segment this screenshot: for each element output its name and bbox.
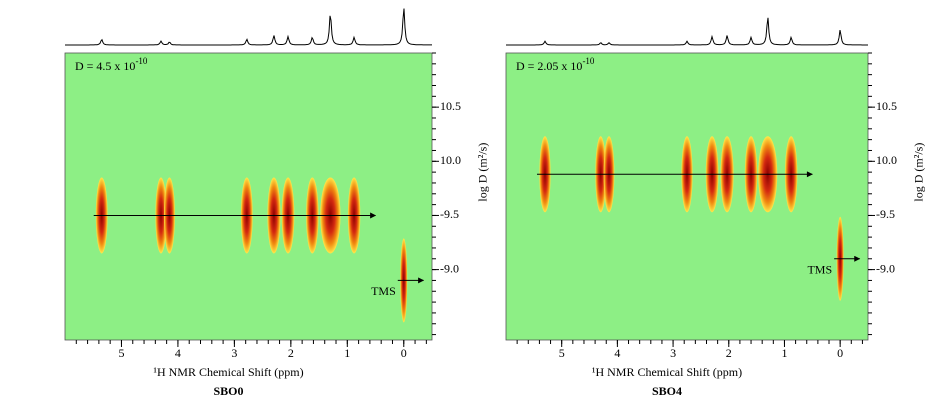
x-tick-label: 1 (344, 346, 350, 360)
projection-spectrum (506, 17, 868, 46)
tms-label: TMS (371, 284, 396, 298)
y-tick-label: 10.5 (440, 99, 461, 113)
x-tick-label: 2 (288, 346, 294, 360)
x-tick-label: 0 (401, 346, 407, 360)
x-tick-label: 1 (781, 346, 787, 360)
x-tick-label: 2 (726, 346, 732, 360)
x-tick-label: 3 (670, 346, 676, 360)
annotation-text: D = 4.5 x 10 (75, 59, 135, 73)
x-tick-label: 3 (231, 346, 237, 360)
annotation-text: D = 2.05 x 10 (516, 59, 582, 73)
annotation-exponent: -10 (582, 56, 594, 66)
y-tick-label: 10.0 (876, 153, 897, 167)
annotation: D = 2.05 x 10-10 (516, 56, 595, 73)
x-axis-label: ¹H NMR Chemical Shift (ppm) (153, 365, 303, 379)
y-tick-label: -9.5 (440, 207, 459, 221)
y-tick-label: 10.5 (876, 99, 897, 113)
y-axis-label: log D (m²/s) (912, 143, 926, 202)
x-tick-label: 4 (614, 346, 620, 360)
projection-spectrum (65, 8, 432, 46)
y-tick-label: -9.0 (876, 261, 895, 275)
x-tick-label: 5 (559, 346, 565, 360)
chart-title: SBO4 (652, 384, 682, 398)
annotation-exponent: -10 (135, 56, 147, 66)
x-tick-label: 4 (175, 346, 181, 360)
x-tick-label: 0 (837, 346, 843, 360)
annotation: D = 4.5 x 10-10 (75, 56, 148, 73)
y-tick-label: 10.0 (440, 153, 461, 167)
y-axis-label: log D (m²/s) (476, 143, 490, 202)
x-tick-label: 5 (118, 346, 124, 360)
x-axis-label: ¹H NMR Chemical Shift (ppm) (592, 365, 742, 379)
y-tick-label: -9.5 (876, 207, 895, 221)
chart-title: SBO0 (213, 384, 243, 398)
y-tick-label: -9.0 (440, 261, 459, 275)
tms-label: TMS (807, 263, 832, 277)
